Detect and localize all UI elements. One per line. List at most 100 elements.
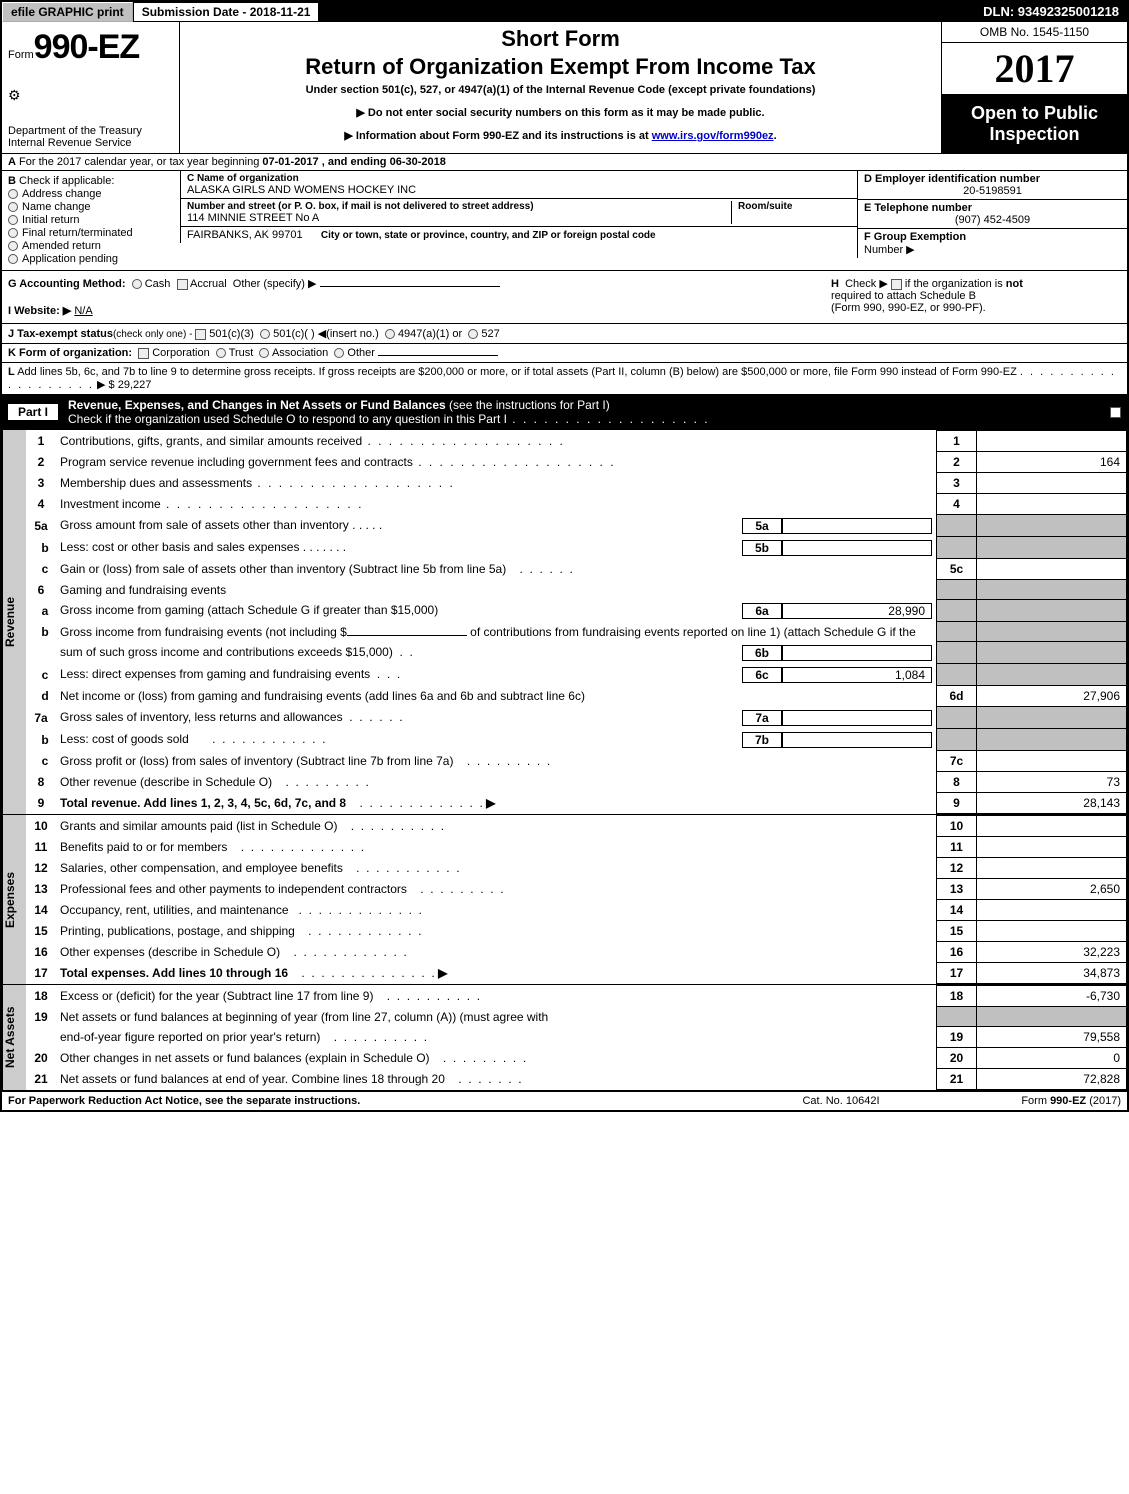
- part-i-note: (see the instructions for Part I): [446, 398, 610, 412]
- name-change-radio[interactable]: [8, 202, 18, 212]
- line-j: J Tax-exempt status(check only one) - 50…: [2, 324, 1127, 344]
- mid-line-box: 7b: [742, 732, 782, 748]
- omb-number: OMB No. 1545-1150: [942, 22, 1127, 43]
- row-desc: Grants and similar amounts paid (list in…: [60, 819, 337, 833]
- schedule-b-checkbox[interactable]: [891, 279, 902, 290]
- schedule-o-checkbox[interactable]: [1110, 407, 1121, 418]
- box-d-e-f: D Employer identification number 20-5198…: [857, 171, 1127, 270]
- value-cell: [977, 858, 1127, 879]
- row-num: 3: [26, 473, 56, 494]
- row-desc: Gross amount from sale of assets other t…: [60, 518, 349, 532]
- tax-year-end: 06-30-2018: [390, 156, 446, 168]
- row-desc: Printing, publications, postage, and shi…: [60, 924, 295, 938]
- form-id-block: Form 990-EZ ⚙ Department of the Treasury…: [2, 22, 180, 154]
- application-pending-radio[interactable]: [8, 254, 18, 264]
- shaded-cell: [977, 600, 1127, 622]
- corporation-checkbox[interactable]: [138, 348, 149, 359]
- amended-return-radio[interactable]: [8, 241, 18, 251]
- amended-return-label: Amended return: [22, 240, 101, 252]
- form-word: Form: [1021, 1095, 1050, 1107]
- accrual-checkbox[interactable]: [177, 279, 188, 290]
- 501c3-checkbox[interactable]: [195, 329, 206, 340]
- corporation-label: Corporation: [152, 347, 209, 359]
- phone-value: (907) 452-4509: [864, 214, 1121, 226]
- row-num: 15: [26, 921, 56, 942]
- dept-irs: Internal Revenue Service: [8, 137, 173, 149]
- row-desc: of contributions from fundraising events…: [470, 625, 916, 639]
- row-num: 9: [26, 793, 56, 814]
- cog-icon: ⚙: [8, 87, 173, 104]
- row-desc: Net assets or fund balances at beginning…: [56, 1007, 937, 1027]
- row-desc: Other revenue (describe in Schedule O): [60, 775, 272, 789]
- info-link-line: Information about Form 990-EZ and its in…: [190, 129, 931, 142]
- irs-link[interactable]: www.irs.gov/form990ez: [652, 130, 774, 142]
- cash-radio[interactable]: [132, 279, 142, 289]
- phone-label: E Telephone number: [864, 202, 1121, 214]
- shaded-cell: [937, 664, 977, 686]
- tax-year: 2017: [942, 43, 1127, 95]
- final-return-radio[interactable]: [8, 228, 18, 238]
- initial-return-radio[interactable]: [8, 215, 18, 225]
- row-desc: Gain or (loss) from sale of assets other…: [60, 562, 506, 576]
- line-box: 17: [937, 963, 977, 984]
- info-prefix: Information about Form 990-EZ and its in…: [356, 130, 652, 142]
- row-num: 21: [26, 1069, 56, 1090]
- line-box: 6d: [937, 686, 977, 707]
- 4947-label: 4947(a)(1) or: [398, 328, 462, 340]
- form-year: (2017): [1086, 1095, 1121, 1107]
- row-desc: Less: direct expenses from gaming and fu…: [60, 667, 370, 681]
- shaded-cell: [977, 622, 1127, 642]
- efile-print-button[interactable]: efile GRAPHIC print: [2, 2, 133, 22]
- line-box: 13: [937, 879, 977, 900]
- cash-label: Cash: [145, 278, 171, 290]
- shaded-cell: [977, 707, 1127, 729]
- mid-line-box: 6a: [742, 603, 782, 619]
- address-change-label: Address change: [22, 188, 102, 200]
- 501c-radio[interactable]: [260, 329, 270, 339]
- row-num: 18: [26, 986, 56, 1007]
- row-num: 17: [26, 963, 56, 984]
- return-title: Return of Organization Exempt From Incom…: [190, 54, 931, 80]
- row-num: 16: [26, 942, 56, 963]
- box-b: B Check if applicable: Address change Na…: [2, 171, 180, 270]
- line-box: 9: [937, 793, 977, 814]
- label-h: H: [831, 278, 839, 290]
- row-num: 4: [26, 494, 56, 515]
- 527-label: 527: [481, 328, 499, 340]
- value-cell: [977, 494, 1127, 515]
- row-num: 10: [26, 816, 56, 837]
- 527-radio[interactable]: [468, 329, 478, 339]
- shaded-cell: [937, 622, 977, 642]
- value-cell: 79,558: [977, 1027, 1127, 1048]
- other-radio[interactable]: [334, 348, 344, 358]
- room-label: Room/suite: [738, 201, 851, 212]
- row-desc: Total expenses. Add lines 10 through 16: [60, 966, 288, 980]
- row-desc: Gross profit or (loss) from sales of inv…: [60, 754, 453, 768]
- value-cell: 73: [977, 772, 1127, 793]
- mid-line-box: 5a: [742, 518, 782, 534]
- value-cell: [977, 816, 1127, 837]
- row-num: 13: [26, 879, 56, 900]
- line-box: 3: [937, 473, 977, 494]
- net-assets-section: Net Assets 18Excess or (deficit) for the…: [2, 984, 1127, 1090]
- tax-year-begin: 07-01-2017: [262, 156, 318, 168]
- row-desc: Gross income from gaming (attach Schedul…: [60, 603, 742, 619]
- shaded-cell: [937, 729, 977, 751]
- h-text3: required to attach Schedule B: [831, 290, 1121, 302]
- 4947-radio[interactable]: [385, 329, 395, 339]
- row-desc: Other changes in net assets or fund bala…: [60, 1051, 430, 1065]
- line-box: 20: [937, 1048, 977, 1069]
- trust-radio[interactable]: [216, 348, 226, 358]
- other-label: Other: [347, 347, 375, 359]
- part-i-header: Part I Revenue, Expenses, and Changes in…: [2, 395, 1127, 429]
- revenue-section: Revenue 1Contributions, gifts, grants, a…: [2, 429, 1127, 814]
- address-change-radio[interactable]: [8, 189, 18, 199]
- name-change-label: Name change: [22, 201, 91, 213]
- revenue-side-label: Revenue: [2, 430, 26, 814]
- association-radio[interactable]: [259, 348, 269, 358]
- h-not: not: [1006, 278, 1023, 290]
- line-box: 7c: [937, 751, 977, 772]
- part-i-title: Revenue, Expenses, and Changes in Net As…: [68, 398, 446, 412]
- accrual-label: Accrual: [190, 278, 227, 290]
- ghi-block: G Accounting Method: Cash Accrual Other …: [2, 271, 1127, 324]
